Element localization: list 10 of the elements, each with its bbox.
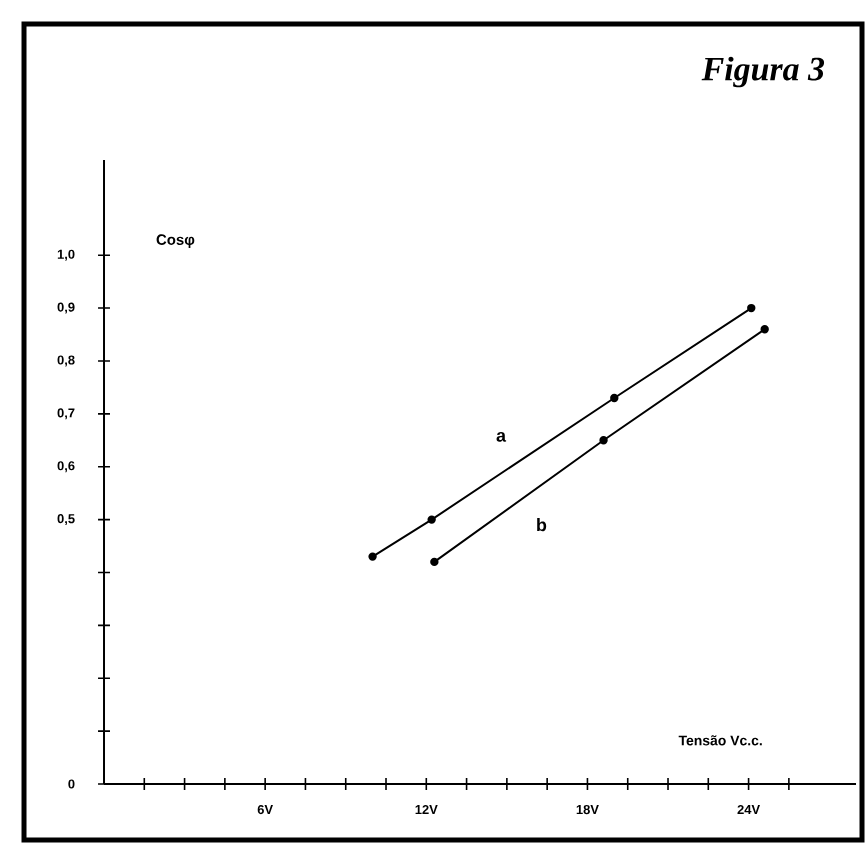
point [427,515,436,524]
series-label: a [496,431,507,442]
chart-title: Figura 3 [701,56,825,88]
point [430,557,439,567]
point [760,325,769,334]
point [610,393,619,403]
point [599,436,608,445]
point [747,303,756,313]
point [368,552,377,561]
series-label: b [537,518,547,532]
